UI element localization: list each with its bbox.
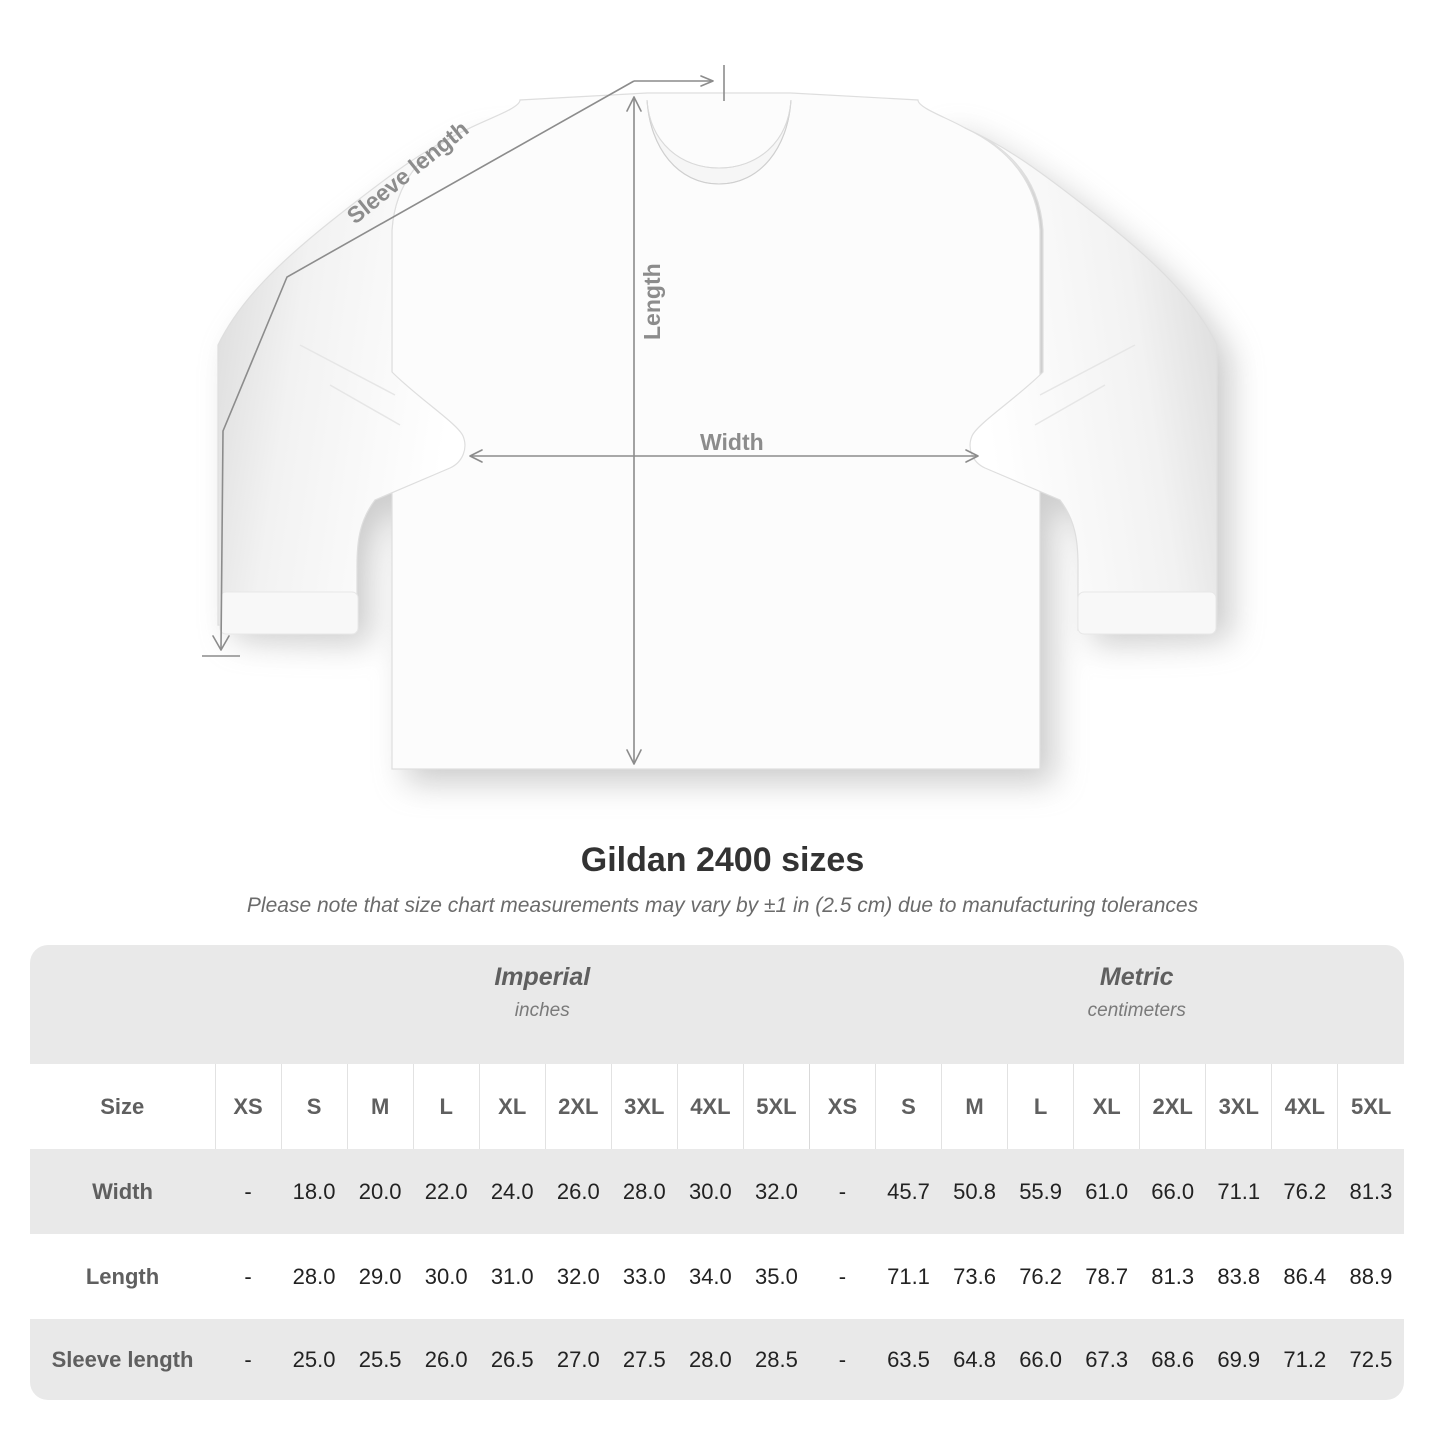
svg-text:Length: Length — [639, 263, 665, 340]
svg-text:Width: Width — [700, 429, 764, 455]
